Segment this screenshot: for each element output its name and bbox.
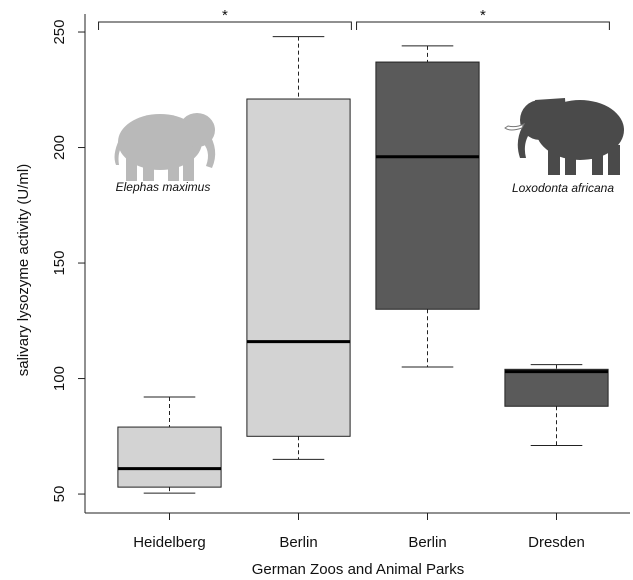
y-tick-label: 250 bbox=[51, 20, 68, 45]
x-tick-label: Dresden bbox=[528, 534, 585, 551]
y-tick-label: 100 bbox=[51, 366, 68, 391]
chart: Elephas maximus Loxodonta africana saliv… bbox=[0, 0, 633, 580]
x-tick-label: Berlin bbox=[408, 534, 446, 551]
x-axis-title: German Zoos and Animal Parks bbox=[252, 561, 465, 578]
significance-label: * bbox=[480, 7, 486, 24]
y-tick-label: 50 bbox=[51, 486, 68, 503]
box bbox=[118, 427, 221, 487]
african-elephant-icon bbox=[505, 98, 624, 175]
significance-label: * bbox=[222, 7, 228, 24]
species-label: Elephas maximus bbox=[116, 180, 211, 194]
y-tick-label: 200 bbox=[51, 135, 68, 160]
y-tick-label: 150 bbox=[51, 251, 68, 276]
x-tick-label: Heidelberg bbox=[133, 534, 206, 551]
box bbox=[505, 369, 608, 406]
box bbox=[376, 62, 479, 309]
species-label: Loxodonta africana bbox=[512, 181, 614, 195]
asian-elephant-icon bbox=[115, 113, 216, 181]
box bbox=[247, 99, 350, 436]
y-axis-title: salivary lysozyme activity (U/ml) bbox=[15, 164, 32, 377]
x-tick-label: Berlin bbox=[279, 534, 317, 551]
